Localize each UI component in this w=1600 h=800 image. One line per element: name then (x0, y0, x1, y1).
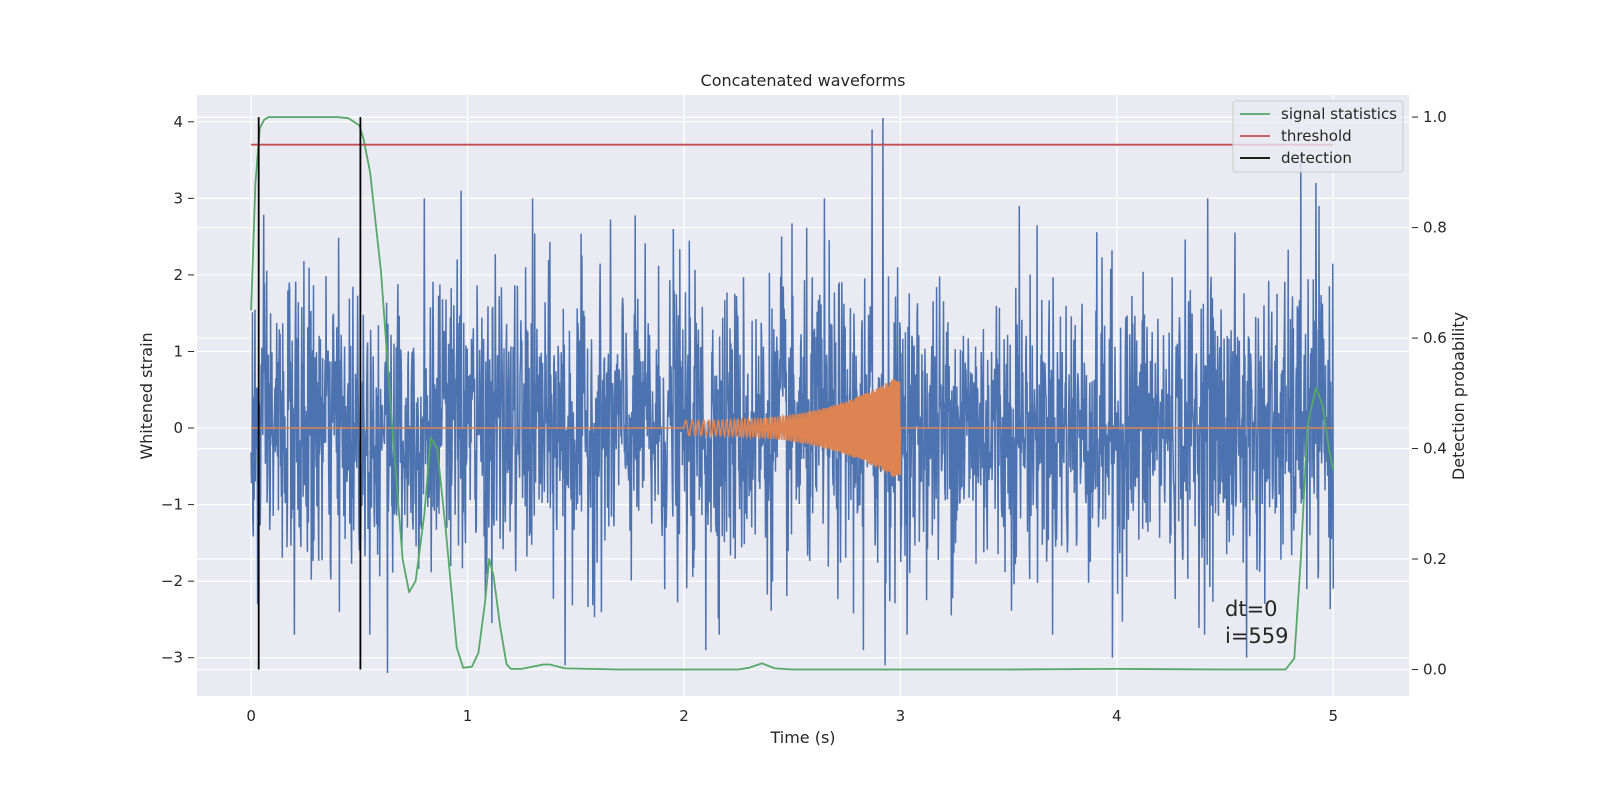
y-tick-label: 4 (173, 113, 183, 131)
x-tick-label: 2 (679, 707, 689, 725)
y2-axis-label: Detection probability (1449, 312, 1468, 480)
y2-tick-label: 0.8 (1423, 219, 1447, 237)
x-tick-label: 1 (463, 707, 473, 725)
y2-tick-label: 0.6 (1423, 329, 1447, 347)
chart-title: Concatenated waveforms (701, 71, 906, 90)
legend: signal statistics threshold detection (1232, 100, 1404, 173)
y-tick-label: 3 (173, 189, 183, 207)
legend-label-detection: detection (1281, 149, 1352, 167)
x-tick-label: 0 (246, 707, 256, 725)
x-tick-label: 5 (1328, 707, 1338, 725)
signal-statistics-line (250, 116, 1335, 671)
tick-labels: 0 1 2 3 4 5 −3 −2 −1 0 1 2 3 4 0.0 0.2 0.4 0.6 0.8 1.0 (161, 108, 1447, 725)
y-tick-label: 0 (173, 419, 183, 437)
x-tick-label: 3 (896, 707, 906, 725)
y-tick-label: −1 (161, 496, 183, 514)
y-tick-label: 1 (173, 342, 183, 360)
strain-noise-line (250, 117, 1335, 674)
y-tick-label: −2 (161, 572, 183, 590)
y-axis-label: Whitened strain (137, 332, 156, 459)
series-layer (250, 116, 1335, 674)
legend-label-threshold: threshold (1281, 127, 1352, 145)
annotation-i: i=559 (1225, 624, 1289, 648)
annotation-dt: dt=0 (1225, 597, 1278, 621)
y-tick-label: −3 (161, 649, 183, 667)
x-axis-label: Time (s) (769, 728, 835, 747)
y2-tick-label: 0.2 (1423, 550, 1447, 568)
legend-label-signal-statistics: signal statistics (1281, 105, 1397, 123)
y2-tick-label: 0.0 (1423, 660, 1447, 678)
y2-tick-label: 0.4 (1423, 440, 1447, 458)
x-tick-label: 4 (1112, 707, 1122, 725)
injected-chirp-line (251, 379, 1334, 477)
y-tick-label: 2 (173, 266, 183, 284)
y2-tick-label: 1.0 (1423, 108, 1447, 126)
legend-box (1232, 100, 1404, 173)
